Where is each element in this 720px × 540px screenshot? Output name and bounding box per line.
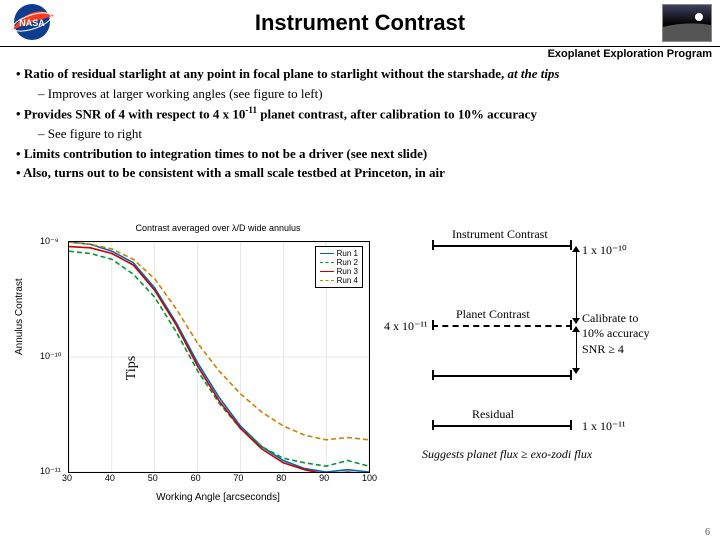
bullet-level2: See figure to right — [38, 125, 704, 143]
xtick: 60 — [191, 473, 201, 483]
level-diagram: Instrument Contrast 1 x 10⁻¹⁰ Planet Contr… — [382, 215, 720, 526]
page-title: Instrument Contrast — [255, 10, 465, 36]
xtick: 70 — [233, 473, 243, 483]
ytick: 10⁻⁹ — [40, 236, 64, 247]
legend-item: Run 4 — [320, 276, 358, 285]
diag-footer: Suggests planet flux ≥ exo-zodi flux — [422, 447, 592, 462]
chart-legend: Run 1Run 2Run 3Run 4 — [315, 246, 363, 288]
bullet-level1: Also, turns out to be consistent with a … — [16, 164, 704, 182]
ytick: 10⁻¹¹ — [40, 466, 64, 477]
xtick: 100 — [362, 473, 377, 483]
diag-bottom-value: 1 x 10⁻¹¹ — [582, 419, 626, 434]
xtick: 80 — [276, 473, 286, 483]
diag-planet-contrast-label: Planet Contrast — [456, 307, 530, 322]
diag-snr-label: SNR ≥ 4 — [582, 342, 624, 357]
program-logo — [662, 4, 712, 42]
ytick: 10⁻¹⁰ — [40, 351, 64, 362]
legend-item: Run 2 — [320, 258, 358, 267]
chart-ylabel: Annulus Contrast — [14, 278, 25, 355]
tips-label: Tips — [124, 356, 140, 380]
bullet-level1: Ratio of residual starlight at any point… — [16, 65, 704, 83]
page-number: 6 — [705, 527, 710, 538]
legend-item: Run 1 — [320, 249, 358, 258]
bullet-level2: Improves at larger working angles (see f… — [38, 85, 704, 103]
xtick: 90 — [319, 473, 329, 483]
diag-calibrate-label: Calibrate to 10% accuracy — [582, 311, 650, 341]
content-row: Contrast averaged over λ/D wide annulus … — [0, 215, 720, 526]
diag-planet-value: 4 x 10⁻¹¹ — [384, 319, 428, 334]
bullet-level1: Limits contribution to integration times… — [16, 145, 704, 163]
diag-instrument-contrast-label: Instrument Contrast — [452, 227, 548, 242]
xtick: 50 — [148, 473, 158, 483]
bullet-list: Ratio of residual starlight at any point… — [16, 65, 704, 182]
header: NASA Instrument Contrast — [0, 0, 720, 47]
bullet-level1: Provides SNR of 4 with respect to 4 x 10… — [16, 104, 704, 123]
diag-top-value: 1 x 10⁻¹⁰ — [582, 243, 627, 258]
contrast-chart: Contrast averaged over λ/D wide annulus … — [12, 215, 382, 505]
legend-item: Run 3 — [320, 267, 358, 276]
chart-plot-area: Run 1Run 2Run 3Run 4 — [68, 241, 370, 473]
diag-residual-label: Residual — [472, 407, 514, 422]
svg-text:NASA: NASA — [19, 18, 45, 28]
program-subtitle: Exoplanet Exploration Program — [548, 48, 712, 60]
chart-xlabel: Working Angle [arcseconds] — [68, 492, 368, 503]
chart-title: Contrast averaged over λ/D wide annulus — [68, 223, 368, 233]
xtick: 40 — [105, 473, 115, 483]
nasa-logo: NASA — [8, 2, 56, 42]
